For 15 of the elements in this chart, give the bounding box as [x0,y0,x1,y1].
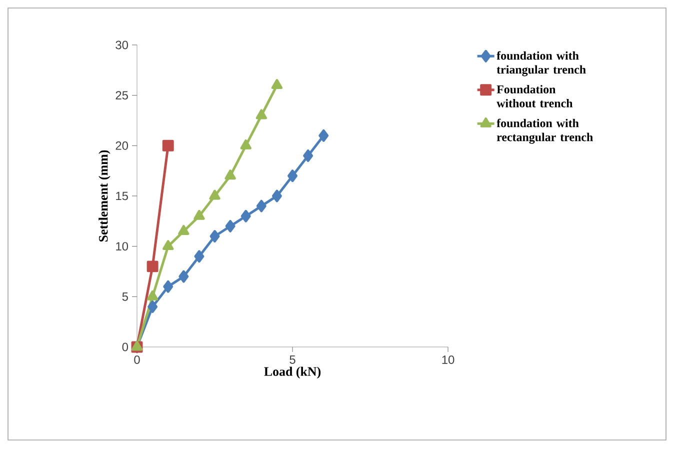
y-tick-label: 30 [116,40,128,50]
x-tick-label: 5 [290,356,296,364]
y-tick-label: 15 [116,192,128,200]
y-tick-label: 25 [116,91,128,100]
y-axis-title: Settlement (mm) [98,150,110,242]
x-tick-label: 0 [134,356,140,364]
x-axis-title: Load (kN) [264,366,321,379]
y-tick-label: 20 [116,141,128,150]
y-tick-label: 10 [116,242,128,251]
x-tick-label: 10 [442,356,454,364]
y-tick-label: 5 [122,292,128,301]
y-tick-label: 0 [122,342,128,352]
legend-label: foundation with triangular trench [496,51,586,76]
legend-label: Foundation without trench [496,85,573,108]
legend-label: foundation with rectangular trench [496,118,593,144]
